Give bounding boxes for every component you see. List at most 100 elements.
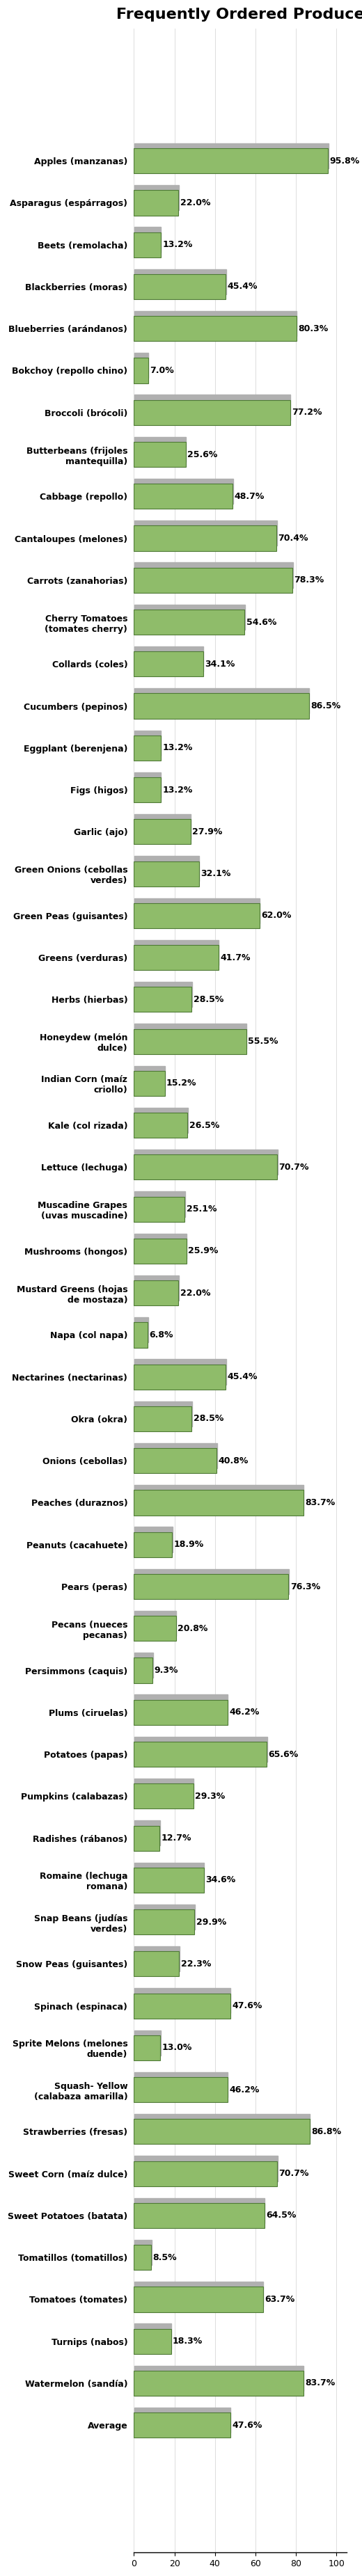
Bar [134, 1569, 289, 1595]
Bar [134, 652, 203, 677]
Bar [134, 1365, 226, 1388]
Text: 28.5%: 28.5% [193, 1414, 223, 1425]
Bar [134, 1777, 194, 1803]
Text: 48.7%: 48.7% [234, 492, 264, 500]
Bar [134, 2329, 171, 2354]
Text: 55.5%: 55.5% [248, 1038, 278, 1046]
Bar [134, 1028, 247, 1054]
Bar [134, 2120, 310, 2143]
Bar [134, 1023, 247, 1048]
Text: 62.0%: 62.0% [261, 912, 291, 920]
Text: 63.7%: 63.7% [265, 2295, 295, 2303]
Bar [134, 1193, 185, 1216]
Text: 86.5%: 86.5% [311, 701, 341, 711]
Bar [134, 353, 148, 379]
Bar [134, 399, 290, 425]
Text: 13.2%: 13.2% [162, 744, 193, 752]
Bar [134, 526, 277, 551]
Text: 70.4%: 70.4% [278, 533, 308, 544]
Bar [134, 899, 260, 922]
Bar [134, 358, 148, 384]
Bar [134, 1528, 173, 1553]
Text: 70.7%: 70.7% [279, 2169, 309, 2179]
Bar [134, 268, 226, 294]
Bar [134, 317, 296, 340]
Bar [134, 438, 186, 461]
Bar [134, 1615, 176, 1641]
Bar [134, 940, 219, 966]
Title: Frequently Ordered Produce: Frequently Ordered Produce [116, 8, 362, 21]
Text: 26.5%: 26.5% [189, 1121, 219, 1131]
Text: 13.2%: 13.2% [162, 786, 193, 793]
Bar [134, 611, 244, 634]
Text: 15.2%: 15.2% [166, 1079, 197, 1087]
Text: 83.7%: 83.7% [305, 1499, 335, 1507]
Bar [134, 567, 292, 592]
Bar [134, 1108, 188, 1133]
Bar [134, 1736, 267, 1762]
Bar [134, 2197, 265, 2223]
Bar [134, 647, 203, 672]
Text: 47.6%: 47.6% [232, 2002, 262, 2009]
Bar [134, 1659, 153, 1682]
Bar [134, 1741, 267, 1767]
Text: 22.3%: 22.3% [181, 1960, 211, 1968]
Text: 13.2%: 13.2% [162, 240, 193, 250]
Bar [134, 2161, 277, 2187]
Bar [134, 394, 291, 420]
Text: 18.3%: 18.3% [173, 2336, 203, 2347]
Bar [134, 144, 328, 167]
Bar [134, 1574, 289, 1600]
Bar [134, 227, 161, 252]
Bar [134, 1989, 231, 2014]
Text: 28.5%: 28.5% [193, 994, 223, 1005]
Bar [134, 2202, 265, 2228]
Text: 25.6%: 25.6% [188, 451, 218, 459]
Text: 29.9%: 29.9% [196, 1917, 226, 1927]
Text: 12.7%: 12.7% [161, 1834, 191, 1842]
Text: 45.4%: 45.4% [227, 1373, 258, 1381]
Bar [134, 981, 192, 1007]
Bar [134, 2282, 263, 2308]
Bar [134, 1234, 187, 1260]
Text: 40.8%: 40.8% [218, 1455, 248, 1466]
Bar [134, 2244, 151, 2269]
Bar [134, 1275, 179, 1301]
Bar [134, 2156, 277, 2182]
Text: 46.2%: 46.2% [229, 1708, 259, 1716]
Bar [134, 987, 191, 1012]
Bar [134, 860, 199, 886]
Text: 13.0%: 13.0% [162, 2043, 192, 2053]
Bar [134, 2370, 303, 2396]
Text: 65.6%: 65.6% [268, 1749, 299, 1759]
Bar [134, 2076, 227, 2102]
Bar [134, 520, 277, 546]
Bar [134, 734, 161, 760]
Text: 25.1%: 25.1% [186, 1206, 217, 1213]
Bar [134, 945, 218, 971]
Text: 32.1%: 32.1% [201, 868, 231, 878]
Bar [134, 1826, 160, 1850]
Bar [134, 2414, 230, 2437]
Bar [134, 1149, 277, 1175]
Bar [134, 1654, 153, 1677]
Bar [134, 443, 186, 466]
Bar [134, 778, 161, 801]
Bar [134, 1154, 277, 1180]
Bar [134, 149, 328, 173]
Text: 7.0%: 7.0% [150, 366, 174, 376]
Bar [134, 2365, 304, 2391]
Bar [134, 562, 293, 587]
Text: 20.8%: 20.8% [178, 1623, 208, 1633]
Bar [134, 2239, 151, 2264]
Bar [134, 773, 161, 799]
Bar [134, 1484, 304, 1510]
Bar [134, 1489, 303, 1515]
Bar [134, 1321, 148, 1347]
Text: 70.7%: 70.7% [279, 1162, 309, 1172]
Bar [134, 1994, 230, 2020]
Bar [134, 1198, 185, 1221]
Bar [134, 1316, 148, 1342]
Text: 45.4%: 45.4% [227, 283, 258, 291]
Text: 76.3%: 76.3% [290, 1582, 320, 1592]
